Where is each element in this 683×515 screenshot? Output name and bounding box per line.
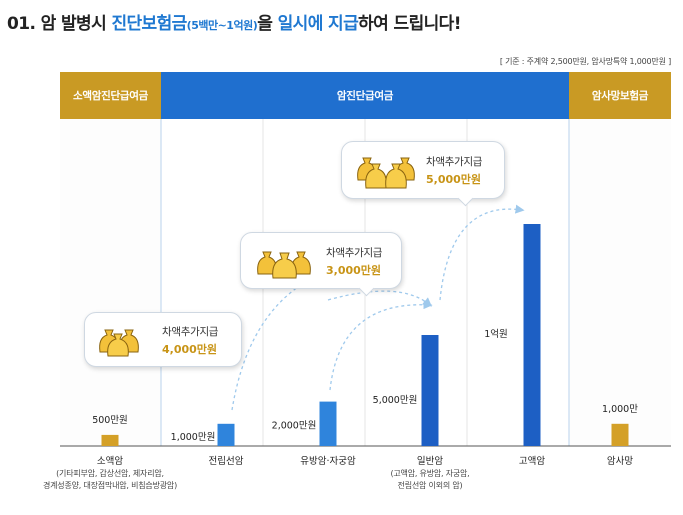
dashed-arrow — [327, 290, 432, 307]
bubble-amount: 5,000만원 — [426, 173, 482, 186]
header-death: 암사망보험금 — [569, 72, 671, 119]
title-range: (5백만~1억원) — [186, 19, 258, 32]
category-sublabel: (고액암, 유방암, 자궁암, — [390, 468, 469, 478]
bar-3 — [319, 401, 337, 446]
bar-6 — [611, 423, 629, 446]
category-label-1: 소액암 — [97, 455, 123, 467]
dashed-arrow — [329, 300, 433, 391]
category-label-6: 암사망 — [607, 455, 633, 467]
bubble-label: 차액추가지급 — [426, 156, 483, 168]
money-bags-icon — [257, 251, 311, 279]
title-highlight: 진단보험금 — [111, 14, 187, 34]
bubble-extra-3000: 차액추가지급 3,000만원 — [240, 232, 402, 297]
bubble-label: 차액추가지급 — [326, 247, 383, 259]
bubble-label: 차액추가지급 — [162, 326, 219, 338]
bubble-extra-5000: 차액추가지급 5,000만원 — [341, 141, 505, 207]
value-label-2: 1,000만원 — [171, 432, 216, 443]
bubble-amount: 3,000만원 — [326, 264, 382, 277]
category-label-4: 일반암 — [417, 455, 443, 467]
money-bags-icon — [99, 329, 139, 357]
title-highlight2: 일시에 지급 — [277, 14, 359, 34]
bar-4 — [421, 335, 439, 446]
category-sublabel: 전립선암 이외의 암) — [398, 480, 463, 490]
dashed-arrow — [231, 268, 333, 411]
title-number: 01. — [7, 14, 36, 34]
bar-5 — [523, 224, 541, 446]
bar-2 — [217, 423, 235, 446]
value-label-6: 1,000만 — [602, 404, 638, 415]
bubble-amount: 4,000만원 — [162, 343, 218, 356]
title-part2: 을 — [257, 14, 273, 34]
column-bg-small — [60, 119, 161, 447]
category-label-3: 유방암·자궁암 — [300, 455, 356, 467]
value-label-1: 500만원 — [92, 415, 128, 426]
category-sublabel: 경계성종양, 대장점막내암, 비침습방광암) — [43, 480, 177, 490]
bar-1 — [101, 434, 119, 446]
title-part3: 하여 드립니다! — [358, 14, 461, 34]
category-sublabel: (기타피부암, 갑상선암, 제자리암, — [56, 468, 164, 478]
category-label-2: 전립선암 — [209, 455, 244, 467]
money-bags-icon — [357, 157, 415, 189]
basis-note: [ 기준 : 주계약 2,500만원, 암사망특약 1,000만원 ] — [499, 57, 671, 66]
page-title: 01. 암 발병시 진단보험금(5백만~1억원)을 일시에 지급하여 드립니다! — [7, 9, 461, 34]
title-part1: 암 발병시 — [40, 14, 107, 34]
bubble-extra-4000: 차액추가지급 4,000만원 — [84, 312, 242, 367]
value-label-4: 5,000만원 — [373, 395, 418, 406]
category-label-5: 고액암 — [519, 455, 545, 467]
header-small-cancer: 소액암진단급여금 — [60, 72, 161, 119]
header-cancer: 암진단급여금 — [161, 72, 569, 119]
dashed-arrow — [439, 204, 525, 301]
column-bg-death — [569, 119, 671, 447]
value-label-3: 2,000만원 — [272, 421, 317, 432]
value-label-5: 1억원 — [484, 328, 508, 340]
